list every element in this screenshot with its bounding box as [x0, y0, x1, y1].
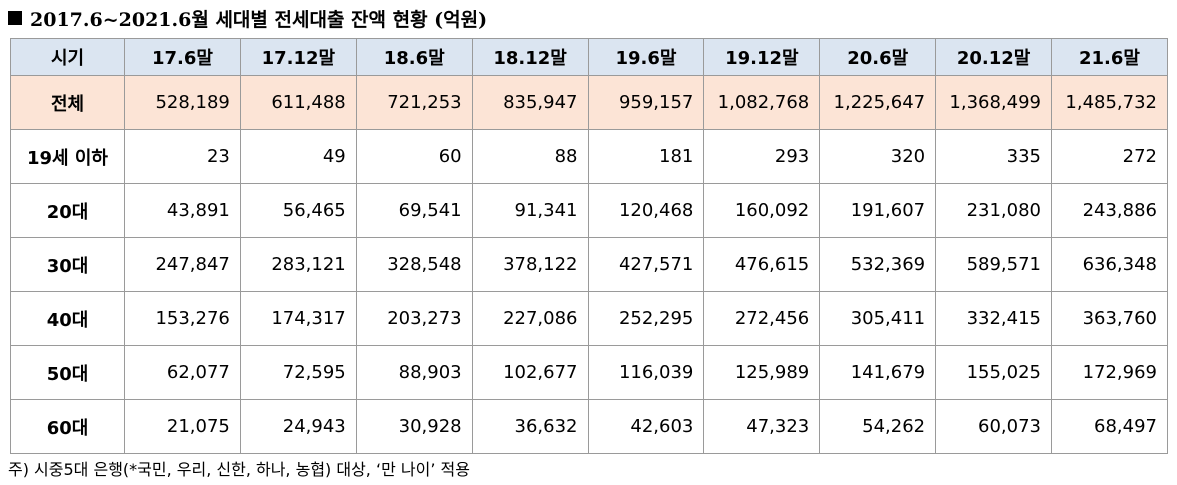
table-cell: 191,607 — [819, 183, 937, 238]
table-cell: 611,488 — [239, 75, 357, 130]
table-row-total: 전체 528,189 611,488 721,253 835,947 959,1… — [10, 75, 1168, 130]
table-cell: 153,276 — [124, 291, 241, 346]
table-cell: 252,295 — [587, 291, 705, 346]
table-cell: 589,571 — [935, 237, 1052, 292]
table-cell: 320 — [819, 129, 937, 184]
table-cell: 283,121 — [239, 237, 357, 292]
header-row: 시기 17.6말 17.12말 18.6말 18.12말 19.6말 19.12… — [10, 38, 1168, 76]
table-cell: 42,603 — [587, 399, 705, 454]
table-cell: 1,368,499 — [935, 75, 1052, 130]
table-cell: 174,317 — [239, 291, 357, 346]
table-row: 50대 62,077 72,595 88,903 102,677 116,039… — [10, 345, 1168, 400]
table-row: 60대 21,075 24,943 30,928 36,632 42,603 4… — [10, 399, 1168, 454]
table-cell: 49 — [239, 129, 357, 184]
table-cell: 120,468 — [587, 183, 705, 238]
table-cell: 835,947 — [471, 75, 589, 130]
table-cell: 203,273 — [355, 291, 473, 346]
table-cell: 335 — [935, 129, 1052, 184]
table-cell: 68,497 — [1051, 399, 1168, 454]
table-cell: 102,677 — [471, 345, 589, 400]
row-label: 40대 — [10, 291, 125, 346]
table-cell: 305,411 — [819, 291, 937, 346]
table-cell: 88,903 — [355, 345, 473, 400]
table-cell: 293 — [703, 129, 821, 184]
column-header: 18.6말 — [355, 38, 473, 76]
table-cell: 172,969 — [1051, 345, 1168, 400]
table-cell: 528,189 — [124, 75, 241, 130]
table-cell: 328,548 — [355, 237, 473, 292]
table-cell: 43,891 — [124, 183, 241, 238]
table-cell: 476,615 — [703, 237, 821, 292]
header-label: 시기 — [10, 38, 125, 76]
table-cell: 272 — [1051, 129, 1168, 184]
table-cell: 116,039 — [587, 345, 705, 400]
table-cell: 125,989 — [703, 345, 821, 400]
table-cell: 21,075 — [124, 399, 241, 454]
column-header: 17.6말 — [124, 38, 241, 76]
square-bullet-icon — [8, 11, 22, 25]
table-cell: 272,456 — [703, 291, 821, 346]
table-cell: 227,086 — [471, 291, 589, 346]
table-row: 19세 이하 23 49 60 88 181 293 320 335 272 — [10, 129, 1168, 184]
column-header: 21.6말 — [1051, 38, 1168, 76]
table-cell: 243,886 — [1051, 183, 1168, 238]
table-cell: 160,092 — [703, 183, 821, 238]
table-cell: 1,082,768 — [703, 75, 821, 130]
balance-table: 시기 17.6말 17.12말 18.6말 18.12말 19.6말 19.12… — [10, 38, 1168, 454]
table-cell: 56,465 — [239, 183, 357, 238]
table-cell: 532,369 — [819, 237, 937, 292]
table-cell: 62,077 — [124, 345, 241, 400]
column-header: 19.12말 — [703, 38, 821, 76]
table-cell: 181 — [587, 129, 705, 184]
column-header: 19.6말 — [587, 38, 705, 76]
table-cell: 141,679 — [819, 345, 937, 400]
title-text: 2017.6~2021.6월 세대별 전세대출 잔액 현황 (억원) — [30, 8, 488, 31]
table-row: 30대 247,847 283,121 328,548 378,122 427,… — [10, 237, 1168, 292]
table-cell: 247,847 — [124, 237, 241, 292]
table-cell: 54,262 — [819, 399, 937, 454]
table-cell: 155,025 — [935, 345, 1052, 400]
row-label: 50대 — [10, 345, 125, 400]
column-header: 18.12말 — [471, 38, 589, 76]
table-cell: 23 — [124, 129, 241, 184]
table-cell: 959,157 — [587, 75, 705, 130]
table-cell: 1,485,732 — [1051, 75, 1168, 130]
table-row: 20대 43,891 56,465 69,541 91,341 120,468 … — [10, 183, 1168, 238]
table-cell: 378,122 — [471, 237, 589, 292]
column-header: 20.6말 — [819, 38, 937, 76]
table-cell: 30,928 — [355, 399, 473, 454]
table-cell: 231,080 — [935, 183, 1052, 238]
table-cell: 721,253 — [355, 75, 473, 130]
table-cell: 24,943 — [239, 399, 357, 454]
table-cell: 1,225,647 — [819, 75, 937, 130]
table-cell: 636,348 — [1051, 237, 1168, 292]
table-cell: 72,595 — [239, 345, 357, 400]
row-label: 19세 이하 — [10, 129, 125, 184]
table-cell: 332,415 — [935, 291, 1052, 346]
table-cell: 363,760 — [1051, 291, 1168, 346]
row-label: 전체 — [10, 75, 125, 130]
table-cell: 69,541 — [355, 183, 473, 238]
table-row: 40대 153,276 174,317 203,273 227,086 252,… — [10, 291, 1168, 346]
table-cell: 91,341 — [471, 183, 589, 238]
row-label: 20대 — [10, 183, 125, 238]
column-header: 20.12말 — [935, 38, 1052, 76]
row-label: 60대 — [10, 399, 125, 454]
table-cell: 88 — [471, 129, 589, 184]
page-title: 2017.6~2021.6월 세대별 전세대출 잔액 현황 (억원) — [8, 4, 487, 32]
table-cell: 60 — [355, 129, 473, 184]
table-cell: 427,571 — [587, 237, 705, 292]
table-cell: 47,323 — [703, 399, 821, 454]
table-cell: 60,073 — [935, 399, 1052, 454]
column-header: 17.12말 — [239, 38, 357, 76]
row-label: 30대 — [10, 237, 125, 292]
table-cell: 36,632 — [471, 399, 589, 454]
footnote: 주) 시중5대 은행(*국민, 우리, 신한, 하나, 농협) 대상, ‘만 나… — [8, 460, 470, 479]
